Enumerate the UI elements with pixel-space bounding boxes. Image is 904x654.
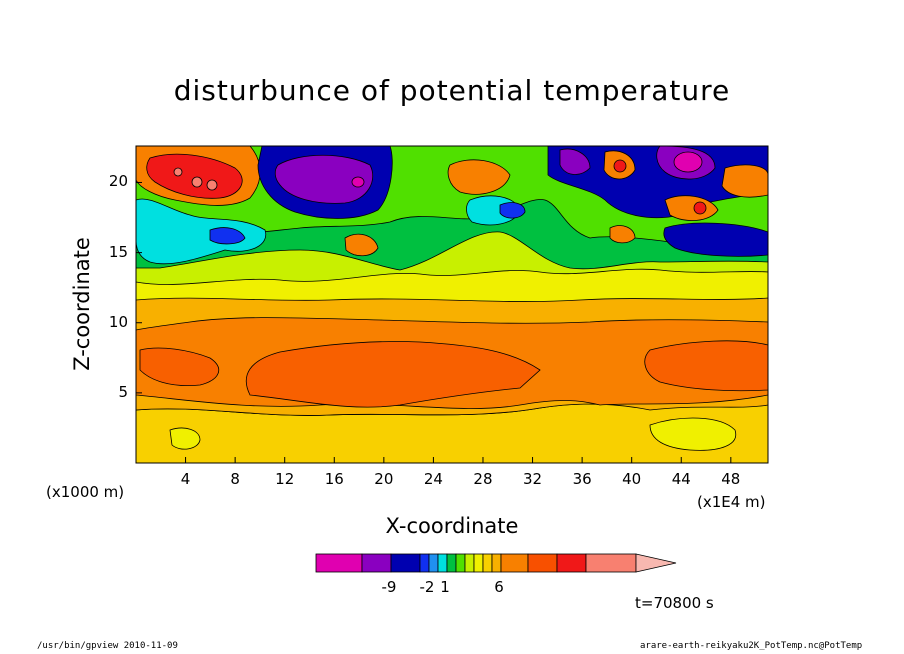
x-tick-label: 20: [374, 470, 394, 488]
colorbar-cell: [464, 553, 475, 573]
colorbar-cell: [446, 553, 457, 573]
blob-low-yellow-left: [169, 427, 201, 450]
x-tick-label: 12: [275, 470, 295, 488]
blob-warm-28: [447, 159, 511, 195]
blob-orange-mid: [245, 341, 541, 408]
colorbar-cell: [527, 553, 558, 573]
x-axis-label: X-coordinate: [385, 514, 519, 538]
colorbar-cell: [585, 553, 637, 573]
x-tick-label: 48: [721, 470, 741, 488]
colorbar-label: 6: [494, 578, 504, 596]
colorbar-cell: [437, 553, 448, 573]
colorbar-label: -2: [419, 578, 435, 596]
blob-cold-inner: [274, 154, 374, 204]
colorbar-cell: [491, 553, 502, 573]
x-tick-label: 8: [230, 470, 240, 488]
x-tick-label: 16: [324, 470, 344, 488]
blob-orange-right: [644, 340, 768, 392]
contour-field: [136, 146, 768, 463]
colorbar-cell: [482, 553, 493, 573]
colorbar-cell: [428, 553, 439, 573]
x-tick-label: 36: [572, 470, 592, 488]
y-tick-label: 15: [108, 242, 128, 261]
colorbar-label: 1: [440, 578, 450, 596]
blob-warm-18: [344, 233, 379, 257]
blob-orange-left: [139, 347, 220, 387]
colorbar-extend-triangle: [635, 553, 677, 573]
y-tick-label: 5: [118, 382, 128, 401]
x-tick-label: 4: [180, 470, 191, 488]
y-axis-unit: (x1000 m): [46, 483, 125, 501]
colorbar-cell: [473, 553, 484, 573]
x-axis-unit: (x1E4 m): [697, 493, 766, 511]
x-tick-label: 40: [622, 470, 642, 488]
colorbar-cell: [419, 553, 430, 573]
blob-low-yellow-right: [649, 417, 737, 451]
time-label: t=70800 s: [635, 594, 714, 612]
colorbar-cell: [361, 553, 392, 573]
colorbar-cell: [556, 553, 587, 573]
blob-blue-left: [209, 227, 246, 245]
x-tick-label: 44: [671, 470, 691, 488]
colorbar-label: -9: [381, 578, 397, 596]
blob-warm-topleft-inner: [146, 153, 243, 199]
chart-title: disturbunce of potential temperature: [173, 74, 731, 107]
x-tick-label: 32: [523, 470, 543, 488]
plot-frame: [135, 145, 769, 464]
colorbar-cell: [500, 553, 529, 573]
colorbar-cell: [455, 553, 466, 573]
blob-cold-right-low: [663, 222, 768, 257]
x-tick-label: 28: [473, 470, 493, 488]
footer-right: arare-earth-reikyaku2K_PotTemp.nc@PotTem…: [640, 641, 863, 651]
x-tick-label: 24: [423, 470, 443, 488]
y-tick-label: 20: [108, 172, 128, 191]
blob-blue-mid: [499, 202, 526, 219]
blob-cyan-left: [136, 198, 267, 265]
colorbar-cell: [390, 553, 421, 573]
y-tick-label: 10: [108, 312, 128, 331]
footer-left: /usr/bin/gpview 2010-11-09: [37, 641, 178, 651]
colorbar-cell: [315, 553, 363, 573]
